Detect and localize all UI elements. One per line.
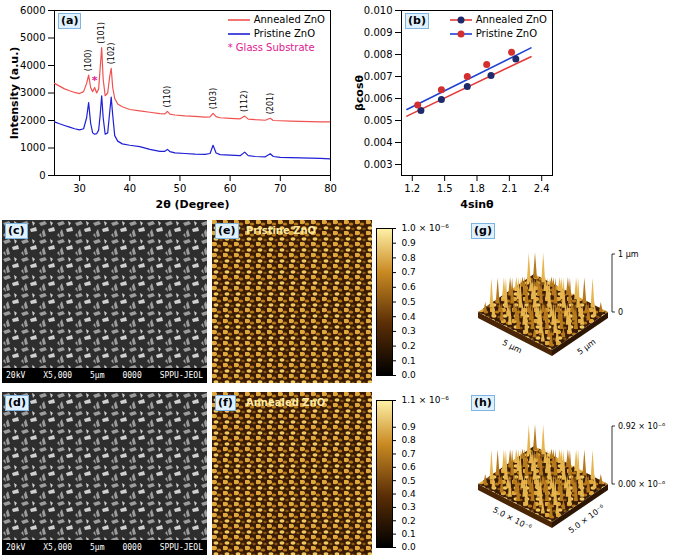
svg-text:5.0 × 10⁻⁶: 5.0 × 10⁻⁶	[491, 505, 533, 532]
svg-text:30: 30	[73, 183, 86, 194]
svg-text:(100): (100)	[84, 50, 93, 72]
svg-text:0.5: 0.5	[402, 297, 416, 307]
svg-text:0.9: 0.9	[402, 422, 417, 432]
html-text:SPPU-JEOL: SPPU-JEOL	[159, 543, 203, 552]
svg-text:0.4: 0.4	[402, 489, 417, 499]
svg-text:1.5: 1.5	[437, 183, 453, 194]
svg-text:5 μm: 5 μm	[501, 338, 524, 355]
svg-text:2θ (Degree): 2θ (Degree)	[156, 198, 230, 211]
html-text:Annealed ZnO: Annealed ZnO	[246, 397, 326, 408]
svg-text:*: *	[92, 74, 98, 87]
svg-text:0.3: 0.3	[402, 502, 416, 512]
svg-text:1000: 1000	[20, 142, 45, 153]
html-text:X5,000: X5,000	[43, 543, 73, 552]
html-text:(a): (a)	[61, 14, 79, 27]
svg-text:0.009: 0.009	[364, 27, 393, 38]
svg-text:0.1: 0.1	[402, 529, 416, 539]
svg-text:0.92 × 10⁻⁶: 0.92 × 10⁻⁶	[618, 422, 665, 431]
html-text:(e): (e)	[218, 224, 236, 237]
html-text:X5,000: X5,000	[43, 371, 73, 380]
svg-text:2000: 2000	[20, 115, 45, 126]
svg-text:0.007: 0.007	[364, 71, 393, 82]
html-text:Pristine ZnO: Pristine ZnO	[475, 28, 538, 39]
svg-text:0.008: 0.008	[364, 49, 393, 60]
svg-text:0.010: 0.010	[364, 5, 393, 16]
svg-text:0.006: 0.006	[364, 93, 393, 104]
html-text:(g): (g)	[474, 224, 492, 237]
svg-text:0.9: 0.9	[402, 238, 417, 248]
svg-text:5.0 × 10⁻⁶: 5.0 × 10⁻⁶	[567, 503, 606, 535]
svg-text:4sinθ: 4sinθ	[460, 198, 494, 211]
svg-text:0.003: 0.003	[364, 159, 393, 170]
svg-text:40: 40	[123, 183, 136, 194]
html-text:SPPU-JEOL: SPPU-JEOL	[159, 371, 203, 380]
svg-text:4000: 4000	[20, 60, 45, 71]
html-text:(h): (h)	[474, 396, 492, 409]
html-text:Pristine ZnO: Pristine ZnO	[253, 28, 316, 39]
html-text:0000: 0000	[122, 543, 142, 552]
html-text:0000: 0000	[122, 371, 142, 380]
svg-text:0.8: 0.8	[402, 435, 417, 445]
html-text:(d): (d)	[8, 396, 26, 409]
svg-text:0.7: 0.7	[402, 267, 416, 277]
svg-text:0: 0	[39, 170, 45, 181]
svg-text:0.6: 0.6	[402, 462, 417, 472]
svg-text:(112): (112)	[240, 91, 249, 113]
svg-text:βcosθ: βcosθ	[353, 75, 366, 111]
svg-text:5000: 5000	[20, 32, 45, 43]
svg-text:60: 60	[224, 183, 237, 194]
svg-text:0: 0	[618, 308, 623, 317]
svg-text:2.1: 2.1	[501, 183, 517, 194]
svg-text:0.00 × 10⁻⁶: 0.00 × 10⁻⁶	[618, 480, 665, 489]
svg-text:0.1: 0.1	[402, 356, 416, 366]
html-text:(b): (b)	[408, 14, 426, 27]
svg-text:70: 70	[274, 183, 287, 194]
html-text:20kV: 20kV	[6, 371, 26, 380]
svg-text:1 μm: 1 μm	[618, 250, 639, 259]
svg-text:0.2: 0.2	[402, 516, 416, 526]
svg-text:0.2: 0.2	[402, 341, 416, 351]
svg-text:0.0: 0.0	[402, 370, 417, 380]
svg-text:6000: 6000	[20, 5, 45, 16]
svg-text:0.3: 0.3	[402, 326, 416, 336]
html-text:(f): (f)	[218, 396, 233, 409]
svg-text:1.8: 1.8	[469, 183, 485, 194]
svg-text:Intensity (a.u.): Intensity (a.u.)	[8, 47, 21, 140]
html-text:Pristine ZnO: Pristine ZnO	[246, 225, 317, 236]
html-text:20kV: 20kV	[6, 543, 26, 552]
svg-text:1.1 × 10⁻⁶: 1.1 × 10⁻⁶	[402, 395, 450, 405]
svg-text:1.0 × 10⁻⁶: 1.0 × 10⁻⁶	[402, 223, 450, 233]
svg-text:3000: 3000	[20, 87, 45, 98]
svg-text:(101): (101)	[97, 22, 106, 44]
svg-text:50: 50	[174, 183, 187, 194]
svg-text:(103): (103)	[209, 88, 218, 110]
html-text:Annealed ZnO: Annealed ZnO	[253, 14, 325, 25]
svg-text:0.005: 0.005	[364, 115, 393, 126]
svg-text:2.4: 2.4	[534, 183, 550, 194]
svg-text:5 μm: 5 μm	[576, 337, 598, 356]
svg-text:0.8: 0.8	[402, 253, 417, 263]
html-text:5μm: 5μm	[90, 371, 105, 380]
svg-text:0.0: 0.0	[402, 542, 417, 552]
html-text:Annealed ZnO: Annealed ZnO	[475, 14, 547, 25]
svg-text:0.4: 0.4	[402, 312, 417, 322]
svg-text:1.2: 1.2	[404, 183, 420, 194]
svg-text:(110): (110)	[163, 86, 172, 108]
html-text:(c): (c)	[8, 224, 25, 237]
html-text:5μm: 5μm	[90, 543, 105, 552]
svg-text:(201): (201)	[266, 93, 275, 115]
html-text:* Glass Substrate: * Glass Substrate	[227, 42, 315, 53]
svg-text:(102): (102)	[107, 43, 116, 65]
svg-text:0.7: 0.7	[402, 449, 416, 459]
svg-text:0.004: 0.004	[364, 137, 393, 148]
svg-text:80: 80	[324, 183, 337, 194]
svg-text:0.6: 0.6	[402, 282, 417, 292]
svg-text:0.5: 0.5	[402, 476, 416, 486]
